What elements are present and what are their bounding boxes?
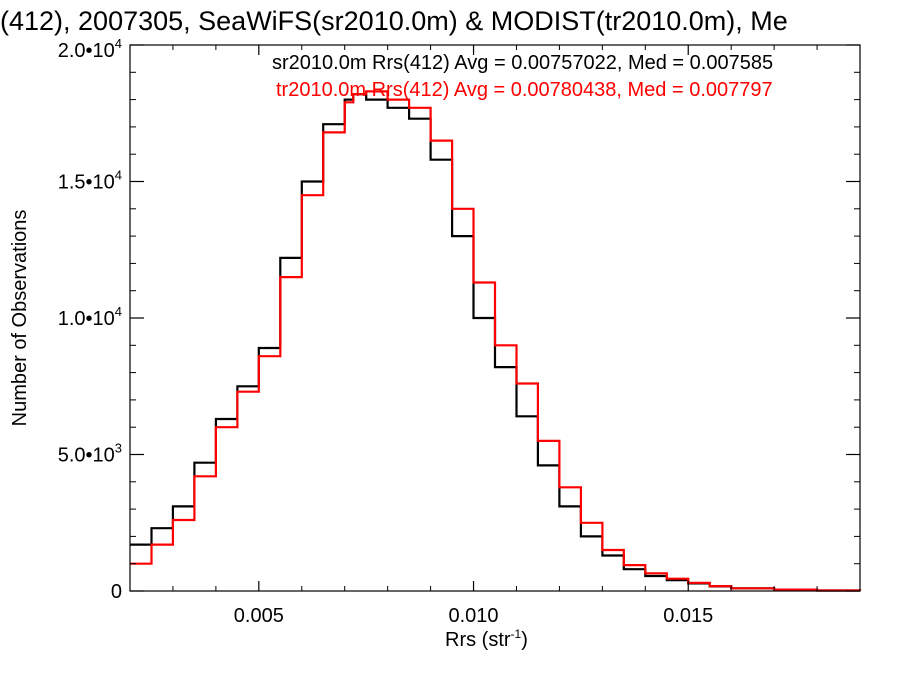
legend-entry-red: tr2010.0m Rrs(412) Avg = 0.00780438, Med… — [276, 79, 773, 101]
chart-title: (412), 2007305, SeaWiFS(sr2010.0m) & MOD… — [0, 6, 788, 36]
x-axis-label-close: ) — [521, 629, 528, 651]
y-tick-label-exp-2: 4 — [115, 304, 122, 319]
x-tick-label-1: 0.010 — [448, 605, 498, 627]
y-tick-label-exp-3: 4 — [115, 168, 122, 183]
y-tick-label-2: 1.0•104 — [58, 304, 122, 330]
y-tick-label-1: 5.0•103 — [58, 441, 122, 467]
y-tick-label-base-0: 0 — [111, 581, 122, 603]
y-tick-label-4: 2.0•104 — [58, 36, 122, 62]
x-axis-label-sup: -1 — [511, 627, 522, 641]
y-tick-label-base-3: 1.5•10 — [58, 172, 115, 194]
series-line-1 — [130, 90, 862, 592]
series-layer — [130, 90, 862, 592]
ticks-layer: 0.005 0.010 0.01505.0•1031.0•1041.5•1042.0… — [58, 36, 861, 627]
y-tick-label-base-1: 5.0•10 — [58, 445, 115, 467]
y-tick-label-exp-1: 3 — [115, 441, 122, 456]
y-tick-label-exp-4: 4 — [115, 36, 122, 51]
x-tick-label-0: 0.005 — [234, 605, 284, 627]
y-tick-label-3: 1.5•104 — [58, 168, 122, 194]
legend-entry-black: sr2010.0m Rrs(412) Avg = 0.00757022, Med… — [272, 52, 773, 74]
y-tick-label-0: 0 — [111, 581, 122, 603]
y-tick-label-base-4: 2.0•10 — [58, 40, 115, 62]
x-axis-label-base: Rrs (str — [445, 629, 511, 651]
x-axis-label: Rrs (str-1) — [445, 627, 528, 651]
y-tick-label-base-2: 1.0•10 — [58, 308, 115, 330]
y-axis-label: Number of Observations — [9, 210, 31, 427]
x-tick-label-2: 0.015 — [663, 605, 713, 627]
